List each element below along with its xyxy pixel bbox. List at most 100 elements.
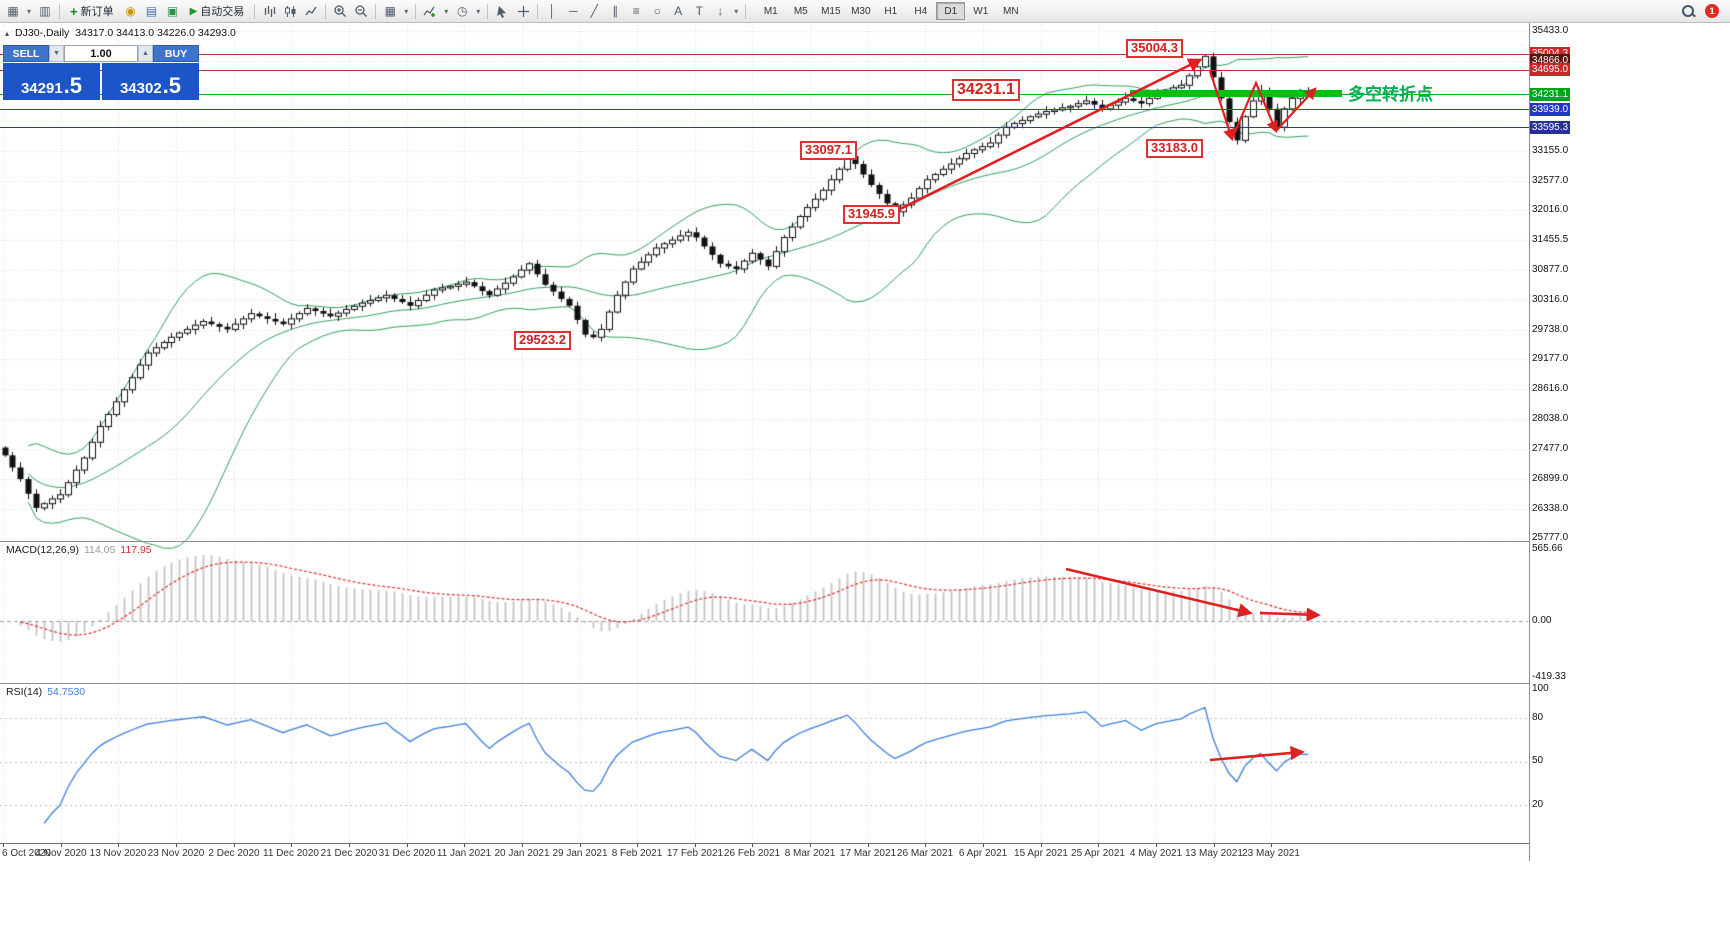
time-axis-label: 11 Dec 2020 — [263, 848, 319, 859]
arrows-dropdown-icon[interactable]: ▾ — [734, 6, 739, 16]
time-axis-tick — [983, 844, 984, 847]
periods-dropdown-icon[interactable]: ▾ — [476, 6, 481, 16]
time-axis-tick — [464, 844, 465, 847]
navigator-icon[interactable]: ▤ — [145, 4, 158, 18]
timeframe-button-m1[interactable]: M1 — [763, 5, 778, 17]
zoom-in-icon[interactable] — [330, 2, 350, 20]
autotrading-button[interactable]: ▶ 自动交易 — [184, 2, 251, 20]
search-icon[interactable] — [1680, 3, 1696, 19]
time-axis-label: 23 May 2021 — [1242, 848, 1300, 859]
fibonacci-tool-icon[interactable]: ≡ — [632, 4, 640, 18]
price-line-35004.3[interactable] — [0, 54, 1529, 55]
price-axis-label: 29738.0 — [1532, 324, 1569, 335]
macd-axis-label: 565.66 — [1532, 543, 1563, 554]
time-axis-tick — [1214, 844, 1215, 847]
price-annotation-31945.9[interactable]: 31945.9 — [843, 205, 900, 224]
label-tool-icon[interactable]: T — [695, 4, 703, 18]
text-tool-icon[interactable]: A — [674, 4, 683, 18]
oneclick-collapse-icon[interactable]: ▴ — [5, 28, 10, 38]
turning-point-note: 多空转折点 — [1348, 85, 1433, 104]
new-order-button[interactable]: + 新订单 — [64, 2, 120, 20]
vertical-line-tool-icon[interactable]: │ — [548, 4, 557, 18]
price-axis-label: 30877.0 — [1532, 264, 1569, 275]
periods-icon[interactable]: ◷ — [457, 4, 468, 18]
new-order-label: 新订单 — [80, 6, 114, 18]
macd-value-main: 114.05 — [83, 544, 116, 556]
tile-windows-dropdown-icon[interactable]: ▾ — [404, 6, 409, 16]
toolbar-separator — [375, 3, 377, 19]
not ification-badge[interactable]: 1 — [1705, 4, 1719, 18]
terminal-icon[interactable]: ▣ — [166, 4, 179, 18]
crosshair-icon[interactable] — [513, 2, 533, 20]
turning-point-line[interactable] — [1130, 90, 1342, 97]
buy-button[interactable]: BUY — [153, 45, 199, 62]
time-axis-label: 6 Apr 2021 — [958, 848, 1008, 859]
timeframe-button-w1[interactable]: W1 — [973, 5, 989, 17]
time-axis-tick — [580, 844, 581, 847]
sell-price-frac: .5 — [63, 73, 83, 99]
price-annotation-33097.1[interactable]: 33097.1 — [800, 141, 857, 160]
price-line-33595.3[interactable] — [0, 127, 1529, 128]
timeframe-button-m15[interactable]: M15 — [821, 5, 841, 17]
chart-profiles-icon[interactable]: ▥ — [39, 4, 51, 18]
tile-windows-icon[interactable]: ▦ — [384, 4, 396, 18]
price-line-34695[interactable] — [0, 70, 1529, 71]
toolbar: ▦ ▾ ▥ + 新订单 ◉ ▤ ▣ ▶ 自动交易 ▦ — [0, 0, 1730, 23]
volume-input[interactable]: 1.00 — [64, 45, 138, 62]
price-annotation-33183.0[interactable]: 33183.0 — [1146, 139, 1203, 158]
timeframe-button-d1[interactable]: D1 — [936, 2, 966, 20]
price-axis[interactable]: 35433.0 33155.0 32577.0 32016.0 31455.5 30877… — [1529, 23, 1570, 861]
toolbar-right-group: 1 — [1680, 3, 1727, 19]
timeframe-button-m5[interactable]: M5 — [793, 5, 808, 17]
horizontal-line-tool-icon[interactable]: ─ — [569, 4, 578, 18]
candlestick-chart-icon[interactable] — [280, 2, 300, 20]
price-line-33939[interactable] — [0, 109, 1529, 110]
time-axis[interactable]: 6 Oct 2020 4 Nov 2020 13 Nov 2020 23 Nov 20… — [0, 843, 1569, 862]
price-annotation-34231.1[interactable]: 34231.1 — [952, 79, 1020, 102]
time-axis-label: 8 Feb 2021 — [611, 848, 663, 859]
sell-button[interactable]: SELL — [3, 45, 49, 62]
time-axis-tick — [695, 844, 696, 847]
rsi-panel-separator[interactable] — [0, 683, 1569, 684]
new-chart-dropdown-icon[interactable]: ▾ — [26, 6, 31, 16]
channel-tool-icon[interactable]: ∥ — [612, 4, 619, 18]
toolbar-separator — [537, 3, 539, 19]
macd-panel-separator[interactable] — [0, 541, 1569, 542]
line-chart-icon[interactable] — [301, 2, 321, 20]
market-watch-icon[interactable]: ◉ — [125, 4, 136, 18]
price-annotation-35004.3[interactable]: 35004.3 — [1126, 39, 1183, 58]
time-axis-label: 23 Nov 2020 — [147, 848, 205, 859]
timeframe-button-h4[interactable]: H4 — [914, 5, 928, 17]
rsi-axis-label: 100 — [1532, 683, 1549, 694]
indicators-icon[interactable] — [420, 2, 440, 20]
timeframe-button-h1[interactable]: H1 — [884, 5, 898, 17]
timeframe-button-m30[interactable]: M30 — [851, 5, 871, 17]
sell-price-button[interactable]: 34291 .5 — [3, 63, 100, 100]
price-annotation-29523.2[interactable]: 29523.2 — [514, 331, 571, 350]
price-axis-label: 28616.0 — [1532, 383, 1569, 394]
rsi-axis-label: 20 — [1532, 799, 1544, 810]
buy-price-button[interactable]: 34302 .5 — [102, 63, 199, 100]
bar-chart-icon[interactable] — [259, 2, 279, 20]
trendline-tool-icon[interactable]: ╱ — [590, 4, 598, 18]
indicators-dropdown-icon[interactable]: ▾ — [444, 6, 449, 16]
time-axis-label: 6 Oct 2020 — [2, 848, 51, 859]
zoom-out-icon[interactable] — [351, 2, 371, 20]
price-line-34231.1[interactable] — [0, 94, 1529, 95]
cursor-icon[interactable] — [492, 2, 512, 20]
new-chart-icon[interactable]: ▦ — [7, 4, 19, 18]
sell-price-int: 34291 — [20, 80, 63, 97]
time-axis-tick — [1041, 844, 1042, 847]
autotrading-label: 自动交易 — [200, 6, 245, 18]
price-chart-canvas[interactable] — [0, 23, 1529, 843]
time-axis-tick — [1271, 844, 1272, 847]
toolbar-separator — [254, 3, 256, 19]
time-axis-tick — [3, 844, 4, 847]
time-axis-label: 13 Nov 2020 — [89, 848, 147, 859]
timeframe-button-mn[interactable]: MN — [1003, 5, 1019, 17]
shapes-tool-icon[interactable]: ○ — [653, 4, 661, 18]
volume-increase-button[interactable]: ▲ — [138, 45, 153, 62]
arrows-tool-icon[interactable]: ↓ — [717, 4, 724, 18]
volume-decrease-button[interactable]: ▼ — [49, 45, 64, 62]
price-marker-33939.0: 33939.0 — [1530, 103, 1570, 116]
